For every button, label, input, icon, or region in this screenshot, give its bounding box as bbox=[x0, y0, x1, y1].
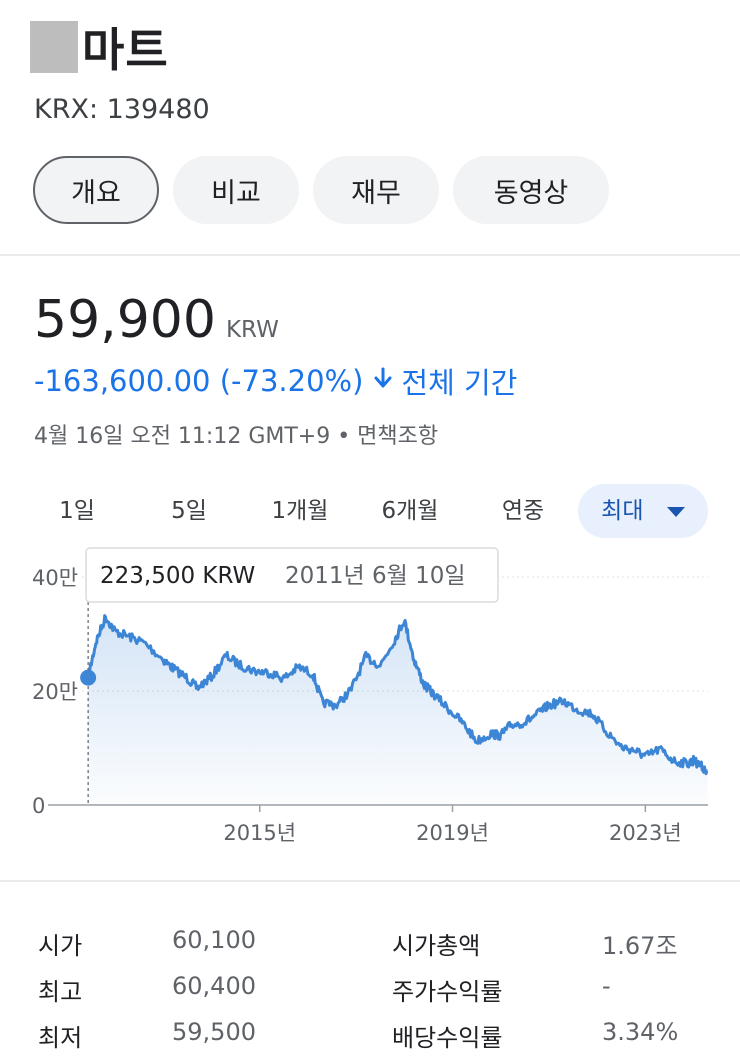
stat-label-low: 최저 bbox=[38, 1024, 83, 1052]
chart-tooltip: 223,500 KRW 2011년 6월 10일 bbox=[85, 547, 499, 603]
ticker-symbol: KRX: 139480 bbox=[34, 94, 210, 125]
range-1m[interactable]: 1개월 bbox=[271, 498, 329, 524]
stat-value-market-cap: 1.67조 bbox=[602, 932, 678, 960]
tooltip-price: 223,500 KRW bbox=[100, 563, 255, 589]
price-line bbox=[86, 614, 709, 776]
range-6m[interactable]: 6개월 bbox=[381, 498, 439, 524]
y-tick-label: 0 bbox=[32, 794, 45, 818]
range-max[interactable]: 최대 bbox=[578, 484, 708, 538]
arrow-down-icon bbox=[373, 366, 393, 396]
y-axis-ticks: 0 20만 40만 bbox=[32, 566, 78, 818]
stat-label-market-cap: 시가총액 bbox=[392, 932, 481, 960]
x-tick-label: 2023년 bbox=[609, 821, 682, 845]
stat-label-open: 시가 bbox=[38, 932, 83, 960]
currency-label: KRW bbox=[225, 317, 279, 343]
y-tick-label: 40만 bbox=[32, 566, 78, 590]
stat-value-high: 60,400 bbox=[172, 972, 256, 1000]
tooltip-date: 2011년 6월 10일 bbox=[285, 563, 466, 589]
stat-value-open: 60,100 bbox=[172, 926, 256, 954]
change-row: -163,600.00 (-73.20%) 전체 기간 bbox=[34, 360, 517, 402]
change-period: 전체 기간 bbox=[401, 366, 518, 400]
tab-videos[interactable]: 동영상 bbox=[453, 156, 609, 224]
divider-bottom bbox=[0, 880, 740, 882]
dropdown-arrow-icon bbox=[666, 506, 685, 517]
range-5d[interactable]: 5일 bbox=[171, 498, 207, 524]
tab-compare[interactable]: 비교 bbox=[173, 156, 299, 224]
range-ytd[interactable]: 연중 bbox=[501, 498, 545, 524]
divider-top bbox=[0, 254, 740, 256]
stat-label-high: 최고 bbox=[38, 978, 83, 1006]
stat-label-pe-ratio: 주가수익률 bbox=[392, 978, 503, 1006]
stat-value-low: 59,500 bbox=[172, 1018, 256, 1046]
price-change: -163,600.00 (-73.20%) bbox=[34, 364, 364, 398]
stat-value-dividend-yield: 3.34% bbox=[602, 1018, 679, 1046]
hover-point bbox=[80, 669, 97, 686]
current-price: 59,900 bbox=[34, 290, 216, 350]
tab-bar: 개요 비교 재무 동영상 bbox=[33, 156, 609, 224]
range-max-label: 최대 bbox=[601, 498, 644, 524]
x-tick-label: 2019년 bbox=[416, 821, 489, 845]
x-axis-ticks: 2015년 2019년 2023년 bbox=[223, 805, 682, 845]
price-row: 59,900 KRW bbox=[34, 290, 279, 350]
price-chart[interactable]: 0 20만 40만 2015년 2019년 2023년 223,500 KRW 2011… bbox=[0, 540, 740, 860]
y-tick-label: 20만 bbox=[32, 680, 78, 704]
stat-label-dividend-yield: 배당수익률 bbox=[392, 1024, 503, 1052]
title-row: 마트 bbox=[30, 16, 169, 78]
x-tick-label: 2015년 bbox=[223, 821, 296, 845]
stock-title: 마트 bbox=[82, 23, 169, 77]
range-1d[interactable]: 1일 bbox=[59, 498, 95, 524]
redacted-block bbox=[30, 21, 78, 73]
tab-overview[interactable]: 개요 bbox=[33, 156, 159, 224]
range-selector: 1일 5일 1개월 6개월 연중 최대 bbox=[0, 484, 740, 538]
quote-timestamp: 4월 16일 오전 11:12 GMT+9 • 면책조항 bbox=[34, 424, 439, 449]
stat-value-pe-ratio: - bbox=[602, 972, 611, 1000]
price-area bbox=[88, 615, 708, 805]
tab-financials[interactable]: 재무 bbox=[313, 156, 439, 224]
